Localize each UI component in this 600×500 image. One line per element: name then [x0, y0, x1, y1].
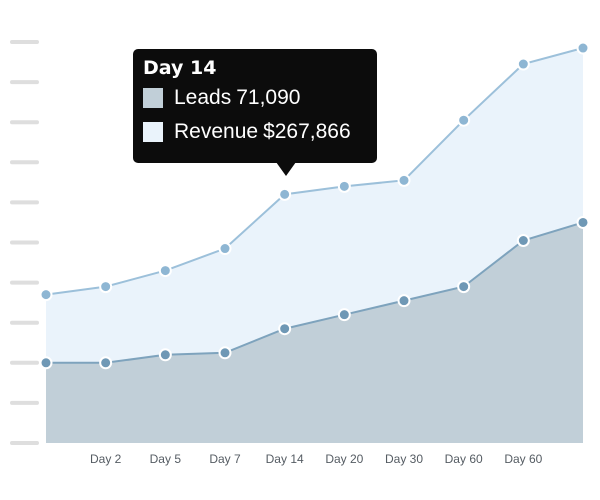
area-leads — [46, 222, 583, 443]
tooltip-row-revenue: Revenue $267,866 — [143, 115, 367, 149]
point-revenue[interactable] — [158, 264, 172, 278]
tooltip-row-leads: Leads 71,090 — [143, 81, 367, 115]
tooltip-revenue-value: $267,866 — [263, 120, 351, 143]
point-revenue[interactable] — [397, 173, 411, 187]
tooltip-title: Day 14 — [143, 57, 217, 79]
line-leads — [46, 221, 584, 364]
point-revenue[interactable] — [576, 41, 590, 55]
y-axis — [10, 40, 39, 445]
data-points — [39, 41, 590, 370]
series-lines — [45, 47, 584, 364]
point-revenue[interactable] — [39, 288, 53, 302]
x-tick-label: Day 5 — [150, 452, 182, 466]
point-revenue[interactable] — [516, 57, 530, 71]
revenue-swatch-icon — [143, 122, 163, 142]
point-leads[interactable] — [278, 322, 292, 336]
point-leads[interactable] — [218, 346, 232, 360]
x-tick-label: Day 30 — [385, 452, 423, 466]
point-leads[interactable] — [99, 356, 113, 370]
tooltip: Day 14 Leads 71,090 Revenue $267,866 — [133, 49, 377, 163]
x-tick-label: Day 60 — [504, 452, 542, 466]
x-tick-label: Day 7 — [209, 452, 241, 466]
point-revenue[interactable] — [99, 280, 113, 294]
x-tick-label: Day 14 — [266, 452, 304, 466]
point-revenue[interactable] — [337, 179, 351, 193]
tooltip-leads-value: 71,090 — [236, 86, 301, 109]
x-tick-label: Day 20 — [325, 452, 363, 466]
tooltip-arrow — [276, 162, 296, 176]
leads-swatch-icon — [143, 88, 163, 108]
tooltip-leads-label: Leads — [174, 86, 232, 109]
x-axis: Day 2 Day 5 Day 7 Day 14 Day 20 Day 30 Day 60 D… — [90, 452, 543, 466]
point-leads[interactable] — [39, 356, 53, 370]
plot-area — [46, 48, 583, 443]
point-leads[interactable] — [457, 280, 471, 294]
tooltip-revenue-label: Revenue — [174, 120, 259, 143]
point-revenue[interactable] — [218, 242, 232, 256]
point-leads[interactable] — [516, 233, 530, 247]
x-tick-label: Day 60 — [445, 452, 483, 466]
point-leads[interactable] — [158, 348, 172, 362]
point-leads[interactable] — [337, 308, 351, 322]
x-tick-label: Day 2 — [90, 452, 122, 466]
line-revenue — [45, 47, 584, 296]
point-revenue[interactable] — [278, 187, 292, 201]
point-leads[interactable] — [576, 215, 590, 229]
point-leads[interactable] — [397, 294, 411, 308]
point-revenue[interactable] — [457, 113, 471, 127]
